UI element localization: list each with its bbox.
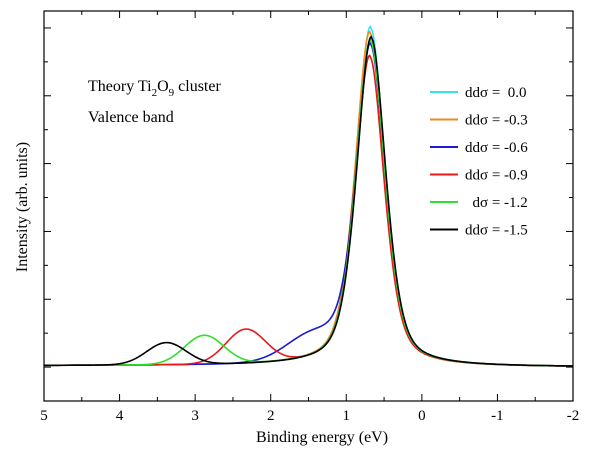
x-axis-label: Binding energy (eV) [256,429,388,446]
x-tick-label: -2 [567,408,580,424]
series-lines [43,25,574,367]
x-tick-label: 2 [267,408,275,424]
series-line-5 [43,35,574,367]
x-tick-label: 5 [40,408,48,424]
x-tick-label: 4 [116,408,124,424]
x-tick-label: 1 [343,408,351,424]
legend-label: ddσ = -0.3 [465,113,528,129]
x-tick-label: 0 [418,408,426,424]
annotation-title: Theory Ti2O9 cluster [88,78,221,99]
x-axis-ticks: 5 4 3 2 1 0 -1 -2 [40,11,579,424]
x-tick-label: -1 [491,408,504,424]
legend-label: ddσ = -0.6 [465,140,528,156]
legend-label: ddσ = -0.9 [465,168,528,184]
y-axis-label: Intensity (arb. units) [14,142,31,272]
legend-label: ddσ = -1.5 [465,223,528,239]
annotation-valence-band: Valence band [88,109,174,126]
x-tick-label: 3 [191,408,199,424]
legend-label: dσ = -1.2 [465,195,528,211]
legend-label: ddσ = 0.0 [465,85,527,101]
